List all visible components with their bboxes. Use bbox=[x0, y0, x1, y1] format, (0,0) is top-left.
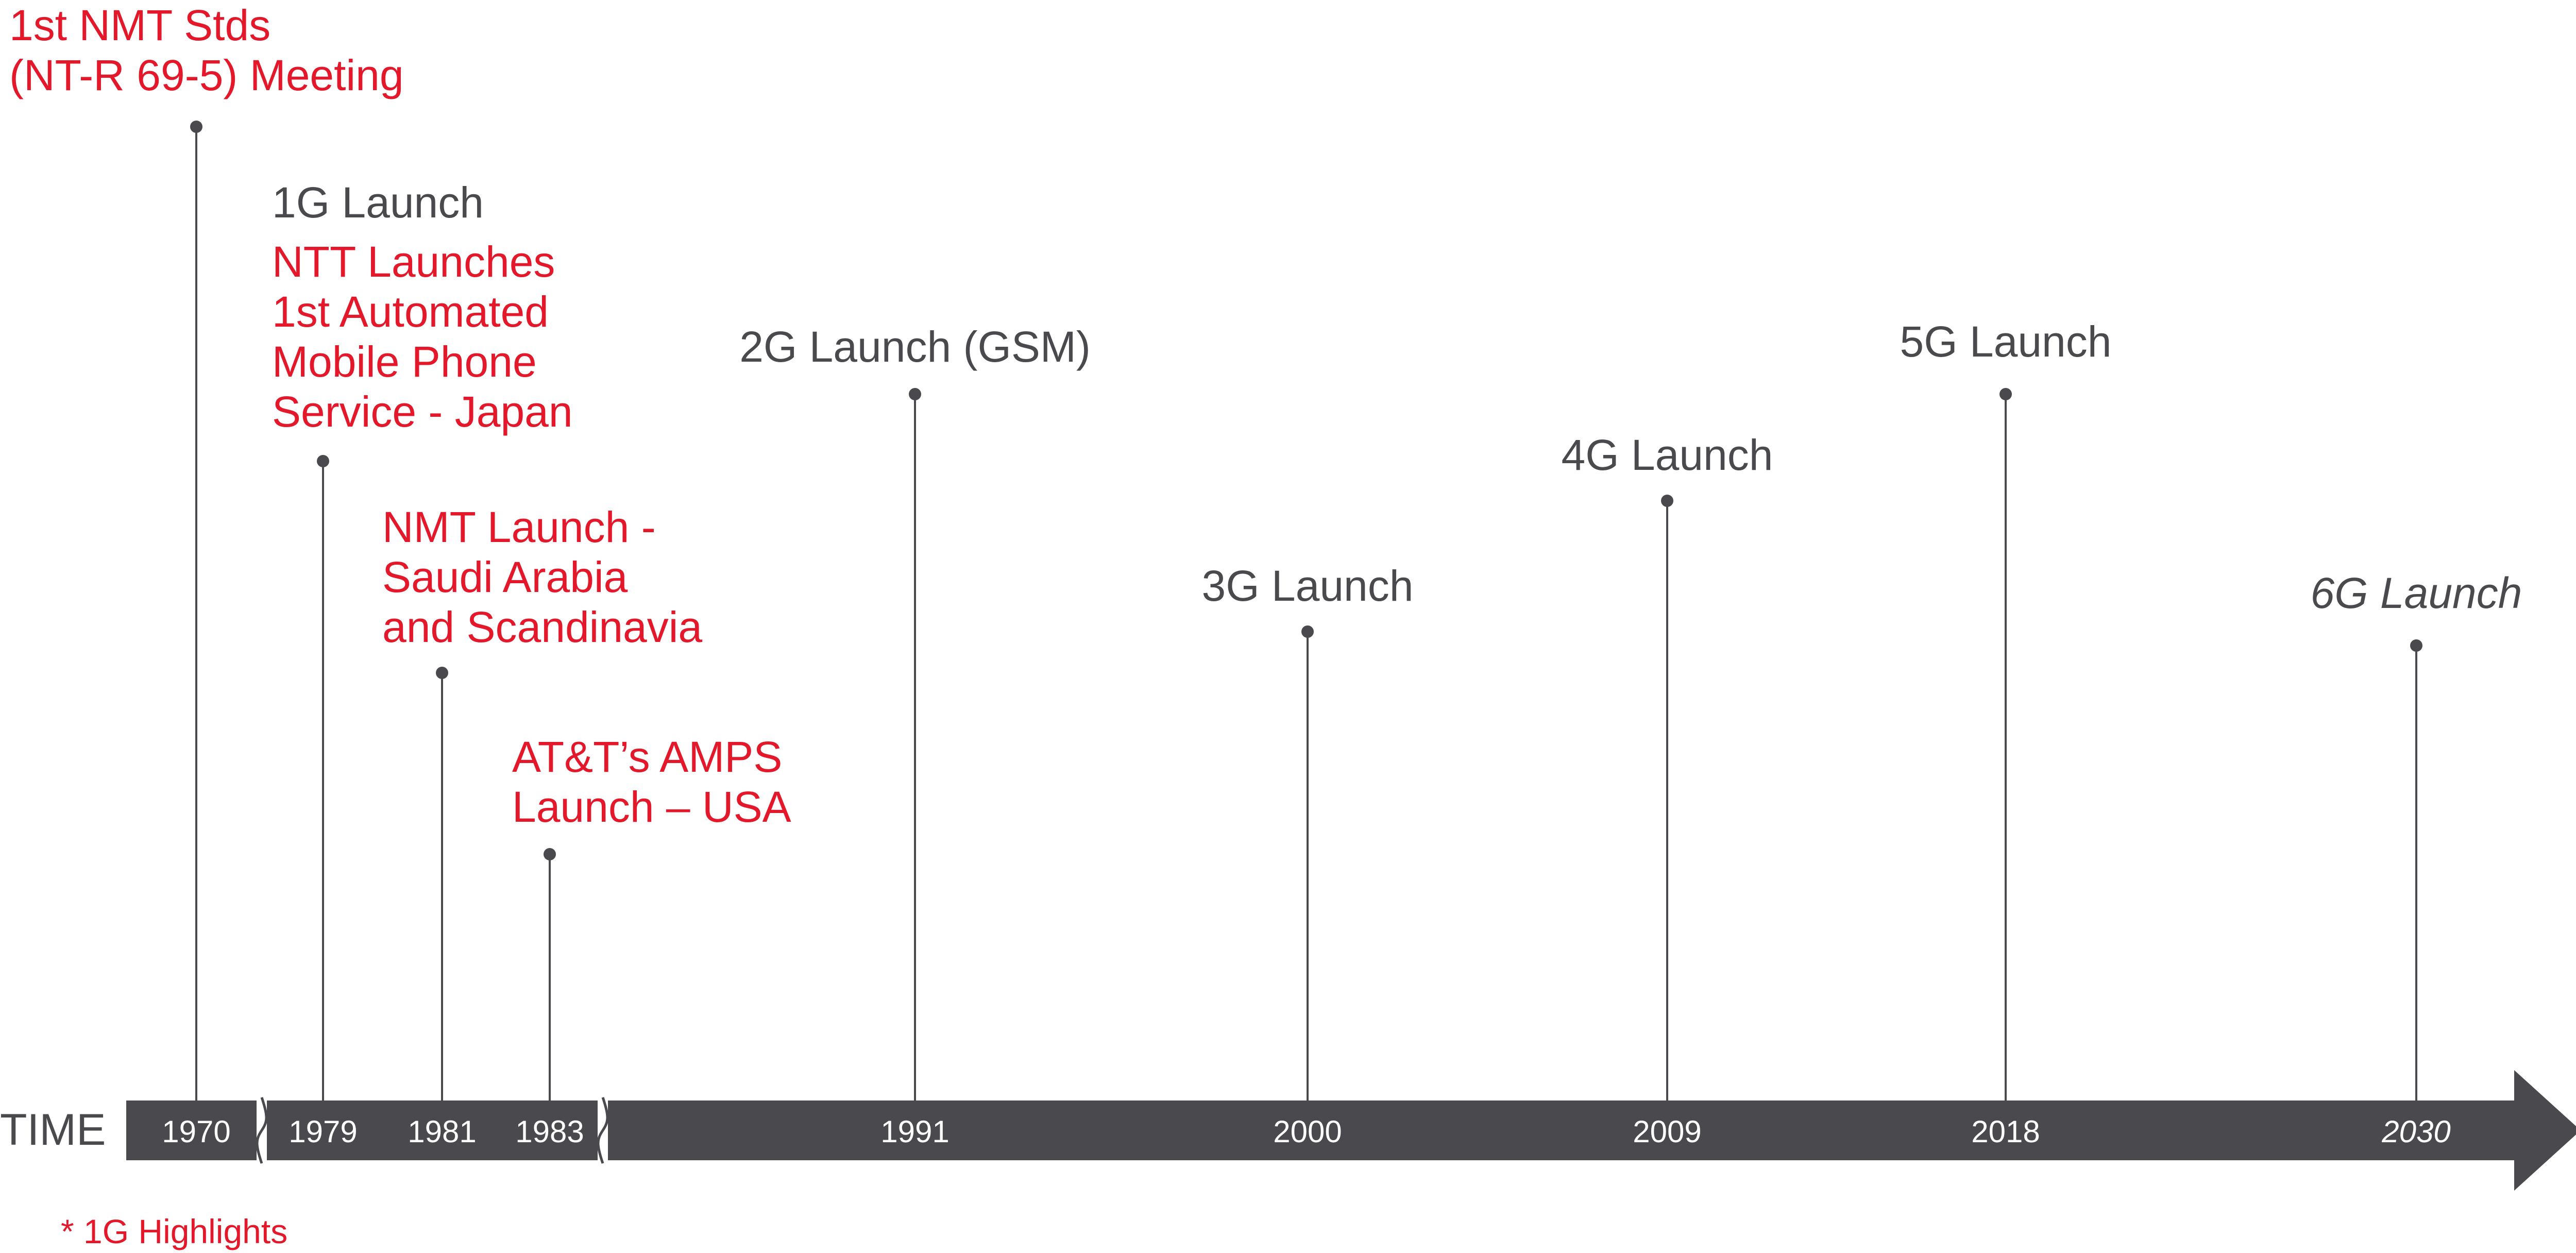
event-label-line: Saudi Arabia bbox=[382, 553, 628, 601]
stem-dot-1981 bbox=[436, 667, 448, 679]
event-label-2009: 4G Launch bbox=[1562, 431, 1773, 479]
stem-dot-1983 bbox=[544, 848, 556, 860]
event-label-line: 1st NMT Stds bbox=[9, 1, 270, 49]
tick-label-1979: 1979 bbox=[289, 1114, 357, 1149]
tick-label-1991: 1991 bbox=[880, 1114, 949, 1149]
time-arrow-bar bbox=[126, 1070, 2576, 1191]
tick-label-1981: 1981 bbox=[408, 1114, 476, 1149]
event-label-line: Service - Japan bbox=[272, 387, 573, 436]
tick-label-2030: 2030 bbox=[2381, 1114, 2450, 1149]
footnote: * 1G Highlights bbox=[61, 1212, 287, 1250]
event-label-line: AT&T’s AMPS bbox=[512, 733, 782, 781]
stem-dot-2000 bbox=[1301, 625, 1314, 638]
event-label-line: 4G Launch bbox=[1562, 431, 1773, 479]
stem-dot-2030 bbox=[2410, 639, 2422, 652]
event-label-line: 5G Launch bbox=[1900, 317, 2112, 366]
event-label-line: NMT Launch - bbox=[382, 503, 656, 551]
axis-label: TIME bbox=[0, 1105, 106, 1155]
tick-label-1970: 1970 bbox=[162, 1114, 230, 1149]
event-label-line: Mobile Phone bbox=[272, 337, 537, 386]
event-label-line: Launch – USA bbox=[512, 783, 791, 831]
event-label-2018: 5G Launch bbox=[1900, 317, 2112, 366]
event-label-1970: 1st NMT Stds(NT-R 69-5) Meeting bbox=[9, 1, 404, 99]
event-label-line: (NT-R 69-5) Meeting bbox=[9, 51, 404, 99]
event-label-line: 3G Launch bbox=[1202, 562, 1414, 610]
event-label-2000: 3G Launch bbox=[1202, 562, 1414, 610]
tick-label-2000: 2000 bbox=[1273, 1114, 1342, 1149]
axis-break-1 bbox=[256, 1097, 268, 1164]
tick-label-1983: 1983 bbox=[515, 1114, 584, 1149]
tick-label-2018: 2018 bbox=[1971, 1114, 2040, 1149]
event-label-line: NTT Launches bbox=[272, 238, 555, 286]
tick-label-2009: 2009 bbox=[1633, 1114, 1701, 1149]
stem-dot-1991 bbox=[909, 388, 921, 400]
stem-dot-1979 bbox=[317, 455, 329, 467]
event-label-line: 2G Launch (GSM) bbox=[739, 323, 1091, 371]
event-label-line: 1G Launch bbox=[272, 178, 484, 227]
event-label-line: and Scandinavia bbox=[382, 603, 702, 651]
axis-break-2 bbox=[597, 1097, 609, 1164]
event-stems bbox=[190, 121, 2422, 1100]
event-label-1979: 1G Launch bbox=[272, 178, 484, 227]
stem-dot-2018 bbox=[1999, 388, 2012, 400]
event-label-line: 6G Launch bbox=[2311, 569, 2522, 617]
event-label-line: 1st Automated bbox=[272, 287, 549, 336]
event-labels: 1st NMT Stds(NT-R 69-5) Meeting 1G Launch… bbox=[9, 1, 2522, 831]
stem-dot-2009 bbox=[1661, 495, 1673, 507]
time-axis bbox=[126, 1070, 2576, 1191]
event-label-1991: 2G Launch (GSM) bbox=[739, 323, 1091, 371]
year-ticks: 1970 1979 1981 1983 1991 2000 2009 2018 2030 bbox=[162, 1114, 2450, 1149]
event-label-2030: 6G Launch bbox=[2311, 569, 2522, 617]
stem-dot-1970 bbox=[190, 121, 202, 133]
